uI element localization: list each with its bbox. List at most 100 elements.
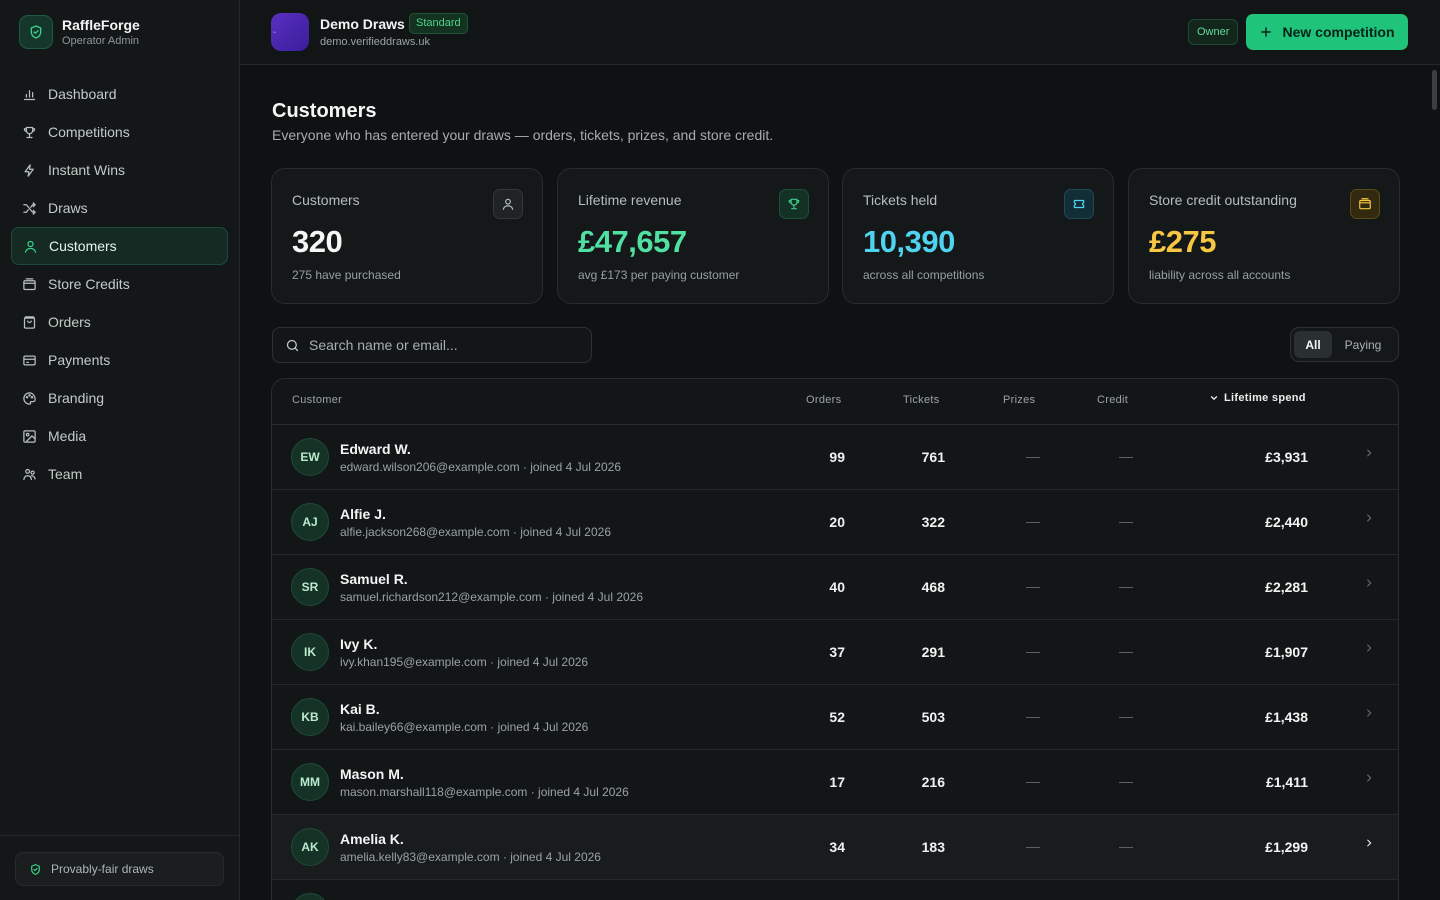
avatar: IK: [291, 633, 329, 671]
stat-label: Tickets held: [863, 192, 938, 208]
col-lifetime-spend-label: Lifetime spend: [1224, 392, 1306, 404]
avatar: AJ: [291, 503, 329, 541]
bag-icon: [23, 315, 36, 329]
sidebar-item-instant-wins[interactable]: Instant Wins: [11, 151, 228, 189]
table-row[interactable]: IK Ivy K. ivy.khan195@example.com · join…: [272, 620, 1398, 685]
new-competition-label: New competition: [1282, 24, 1395, 40]
sidebar-item-draws[interactable]: Draws: [11, 189, 228, 227]
new-competition-button[interactable]: New competition: [1246, 14, 1408, 50]
table-row[interactable]: [272, 880, 1398, 900]
tickets-count: 291: [921, 644, 945, 660]
stat-value: 10,390: [863, 224, 955, 259]
col-orders[interactable]: Orders: [806, 394, 842, 406]
filter-all-button[interactable]: All: [1294, 331, 1332, 358]
table-row[interactable]: SR Samuel R. samuel.richardson212@exampl…: [272, 555, 1398, 620]
sidebar-item-customers[interactable]: Customers: [11, 227, 228, 265]
shuffle-icon: [23, 201, 36, 215]
sidebar-item-dashboard[interactable]: Dashboard: [11, 75, 228, 113]
sidebar-footer: Provably-fair draws: [0, 835, 239, 900]
org-url: demo.verifieddraws.uk: [320, 36, 431, 48]
stat-sub: avg £173 per paying customer: [578, 268, 740, 282]
ticket-icon: [1064, 189, 1094, 219]
sidebar-nav: Dashboard Competitions Instant Wins Draw…: [11, 75, 228, 493]
col-customer[interactable]: Customer: [292, 394, 343, 406]
col-lifetime-spend[interactable]: Lifetime spend: [1209, 392, 1306, 404]
search-input[interactable]: [309, 337, 579, 353]
col-tickets[interactable]: Tickets: [903, 394, 940, 406]
col-credit[interactable]: Credit: [1097, 394, 1129, 406]
lifetime-spend: £2,281: [1265, 579, 1308, 595]
stat-label: Customers: [292, 192, 360, 208]
customer-meta: mason.marshall118@example.com · joined 4…: [340, 785, 629, 799]
table-row[interactable]: EW Edward W. edward.wilson206@example.co…: [272, 425, 1398, 490]
page-title: Customers: [272, 100, 377, 122]
sidebar-item-competitions[interactable]: Competitions: [11, 113, 228, 151]
filter-paying-button[interactable]: Paying: [1344, 337, 1382, 352]
prizes-value: —: [1026, 513, 1040, 529]
sidebar-item-media[interactable]: Media: [11, 417, 228, 455]
plus-icon: [1261, 27, 1272, 37]
table-row[interactable]: MM Mason M. mason.marshall118@example.co…: [272, 750, 1398, 815]
card-icon: [23, 355, 36, 365]
provably-fair-badge[interactable]: Provably-fair draws: [15, 852, 224, 886]
chevron-right-icon: [1367, 449, 1372, 457]
sidebar-item-label: Orders: [48, 314, 91, 330]
shield-icon: [19, 15, 53, 49]
lifetime-spend: £1,438: [1265, 709, 1308, 725]
user-icon: [24, 240, 37, 253]
customer-name: Samuel R.: [340, 571, 408, 587]
sidebar-item-label: Dashboard: [48, 86, 117, 102]
sidebar-item-label: Branding: [48, 390, 105, 406]
lifetime-spend: £1,411: [1265, 774, 1308, 790]
avatar: SR: [291, 568, 329, 606]
customer-name: Amelia K.: [340, 831, 404, 847]
wallet-icon: [23, 277, 36, 290]
credit-value: —: [1119, 578, 1133, 594]
sidebar-item-branding[interactable]: Branding: [11, 379, 228, 417]
scrollbar-thumb[interactable]: [1432, 70, 1437, 110]
prizes-value: —: [1026, 448, 1040, 464]
credit-value: —: [1119, 708, 1133, 724]
avatar: EW: [291, 438, 329, 476]
avatar: AK: [291, 828, 329, 866]
table-header: Customer Orders Tickets Prizes Credit Li…: [272, 379, 1398, 425]
chevron-right-icon: [1367, 709, 1372, 717]
credit-value: —: [1119, 448, 1133, 464]
stat-label: Lifetime revenue: [578, 192, 682, 208]
sidebar-item-label: Instant Wins: [48, 162, 126, 178]
stat-value: £47,657: [578, 224, 687, 259]
customer-meta: samuel.richardson212@example.com · joine…: [340, 590, 644, 604]
col-prizes[interactable]: Prizes: [1003, 394, 1036, 406]
chevron-down-icon: [1210, 396, 1218, 401]
customer-meta: amelia.kelly83@example.com · joined 4 Ju…: [340, 850, 601, 864]
sidebar-item-team[interactable]: Team: [11, 455, 228, 493]
stat-sub: liability across all accounts: [1149, 268, 1291, 282]
sidebar-item-orders[interactable]: Orders: [11, 303, 228, 341]
stat-card-revenue: Lifetime revenue £47,657 avg £173 per pa…: [557, 168, 829, 304]
table-row[interactable]: AJ Alfie J. alfie.jackson268@example.com…: [272, 490, 1398, 555]
orders-count: 40: [829, 579, 845, 595]
table-row[interactable]: KB Kai B. kai.bailey66@example.com · joi…: [272, 685, 1398, 750]
lifetime-spend: £2,440: [1265, 514, 1308, 530]
sidebar-item-store-credits[interactable]: Store Credits: [11, 265, 228, 303]
sidebar-item-payments[interactable]: Payments: [11, 341, 228, 379]
credit-value: —: [1119, 643, 1133, 659]
bar-chart-icon: [23, 89, 36, 100]
org-name: Demo Draws: [320, 16, 405, 32]
stat-card-customers: Customers 320 275 have purchased: [271, 168, 543, 304]
credit-value: —: [1119, 513, 1133, 529]
table-row[interactable]: AK Amelia K. amelia.kelly83@example.com …: [272, 815, 1398, 880]
customer-meta: ivy.khan195@example.com · joined 4 Jul 2…: [340, 655, 589, 669]
top-header: ••• Demo Draws Standard demo.verifieddra…: [240, 0, 1440, 65]
sidebar: RaffleForge Operator Admin Dashboard Com…: [0, 0, 240, 900]
bolt-icon: [24, 163, 34, 177]
search-box[interactable]: [272, 327, 592, 363]
org-avatar[interactable]: •••: [271, 13, 309, 51]
brand[interactable]: RaffleForge Operator Admin: [19, 15, 140, 49]
search-icon: [286, 339, 299, 351]
stat-sub: across all competitions: [863, 268, 985, 282]
brand-name: RaffleForge: [62, 16, 140, 33]
customer-name: Edward W.: [340, 441, 411, 457]
shield-check-icon: [31, 863, 40, 875]
orders-count: 34: [829, 839, 845, 855]
